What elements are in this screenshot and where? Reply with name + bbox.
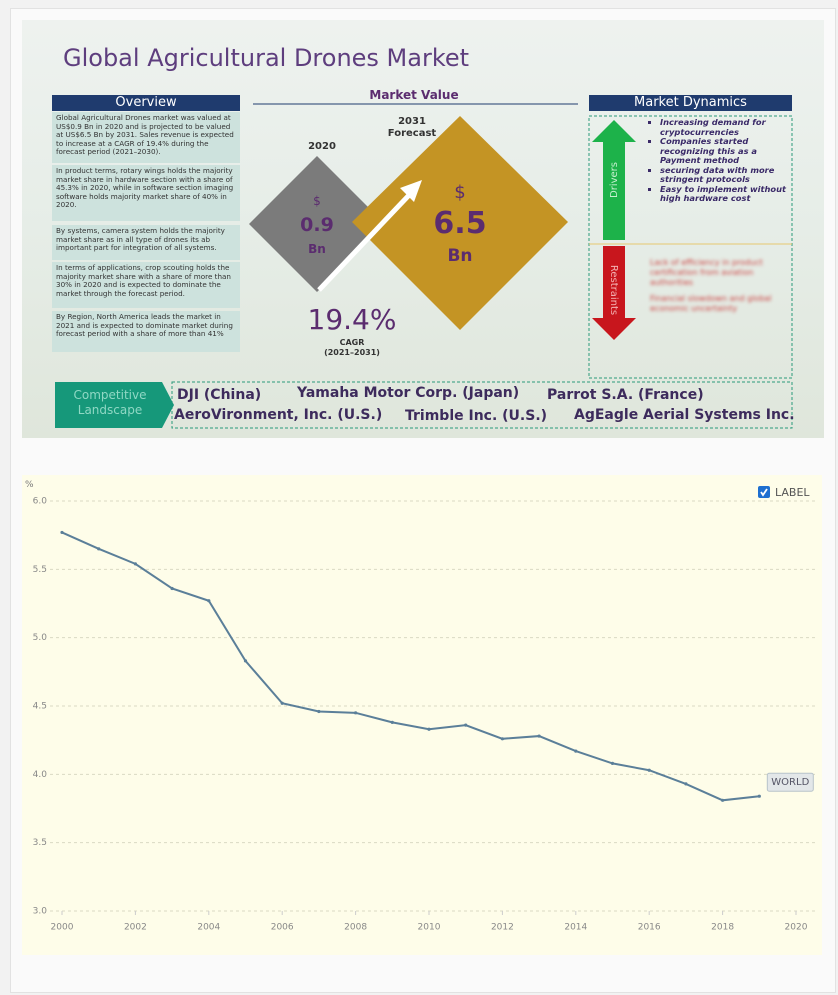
legend-label[interactable]: LABEL [775,486,810,499]
driver: Increasing demand for cryptocurrencies [660,118,788,137]
unit: Bn [430,246,490,266]
driver: Companies started recognizing this as a … [660,137,788,166]
point [611,762,614,765]
driver: securing data with more stringent protoc… [660,166,788,185]
y-tick-label: 5.5 [33,565,47,575]
title: Global Agricultural Drones Market [63,44,469,72]
point [391,721,394,724]
cagr-period: (2021–2031) [312,348,392,357]
market-value-header: Market Value [354,88,474,102]
company: Parrot S.A. (France) [547,387,704,403]
x-tick-label: 2006 [271,923,294,933]
point [354,711,357,714]
point [244,659,247,662]
chart-background [22,475,822,955]
company: AgEagle Aerial Systems Inc. [574,407,795,423]
amount-2020: 0.9 [287,214,347,236]
x-tick-label: 2002 [124,923,147,933]
company: Trimble Inc. (U.S.) [405,408,547,424]
currency: $ [430,182,490,203]
point [281,702,284,705]
driver: Easy to implement without high hardware … [660,185,788,204]
y-tick-label: 3.0 [33,907,48,917]
unit: Bn [287,242,347,256]
x-tick-label: 2016 [638,923,661,933]
year-2031: 2031 [382,116,442,127]
point [427,728,430,731]
overview-paragraph: By systems, camera system holds the majo… [52,225,240,260]
restraints-label: Restraints [608,265,619,315]
point [538,734,541,737]
point [97,547,100,550]
overview-paragraph: In terms of applications, crop scouting … [52,262,240,308]
x-tick-label: 2010 [418,923,441,933]
point [648,769,651,772]
forecast-label: Forecast [382,128,442,139]
point [721,799,724,802]
y-axis-label: % [25,480,34,490]
drivers-list: Increasing demand for cryptocurrencies C… [646,118,788,204]
restraint: Lack of efficiency in product certificat… [650,258,778,288]
point [758,795,761,798]
currency: $ [287,194,347,208]
y-tick-label: 4.5 [33,702,47,712]
point [574,750,577,753]
x-tick-label: 2014 [564,923,587,933]
point [684,782,687,785]
y-tick-label: 6.0 [33,497,48,507]
x-tick-label: 2012 [491,923,514,933]
point [501,737,504,740]
infographic: Drivers Restraints Global Agricultural D… [22,20,824,438]
series-label: WORLD [771,777,809,788]
drivers-label: Drivers [609,162,620,198]
overview-header: Overview [52,95,240,111]
company: Yamaha Motor Corp. (Japan) [297,385,519,401]
x-tick-label: 2000 [51,923,74,933]
cagr-label: CAGR [322,338,382,347]
y-tick-label: 3.5 [33,838,47,848]
point [317,710,320,713]
dynamics-header: Market Dynamics [589,95,792,111]
restraint: Financial slowdown and global economic u… [650,294,778,314]
competitive-label: Competitive Landscape [60,388,160,418]
x-tick-label: 2018 [711,923,734,933]
point [464,724,467,727]
x-tick-label: 2008 [344,923,367,933]
page: Drivers Restraints Global Agricultural D… [0,0,838,995]
line-chart: % LABEL 3.0 3.5 4.0 4.5 5.0 5.5 6.0 2000 2002 200… [22,475,822,955]
y-tick-label: 4.0 [33,770,48,780]
year-2020: 2020 [292,141,352,152]
point [60,531,63,534]
point [171,587,174,590]
company: DJI (China) [177,387,261,403]
overview-paragraph: In product terms, rotary wings holds the… [52,165,240,221]
point [207,599,210,602]
x-tick-label: 2004 [197,923,220,933]
overview-paragraph: By Region, North America leads the marke… [52,311,240,352]
company: AeroVironment, Inc. (U.S.) [174,407,382,423]
cagr-value: 19.4% [292,303,412,336]
amount-2031: 6.5 [420,206,500,241]
point [134,562,137,565]
y-tick-label: 5.0 [33,633,48,643]
overview-paragraph: Global Agricultural Drones market was va… [52,112,240,163]
x-tick-label: 2020 [785,923,808,933]
